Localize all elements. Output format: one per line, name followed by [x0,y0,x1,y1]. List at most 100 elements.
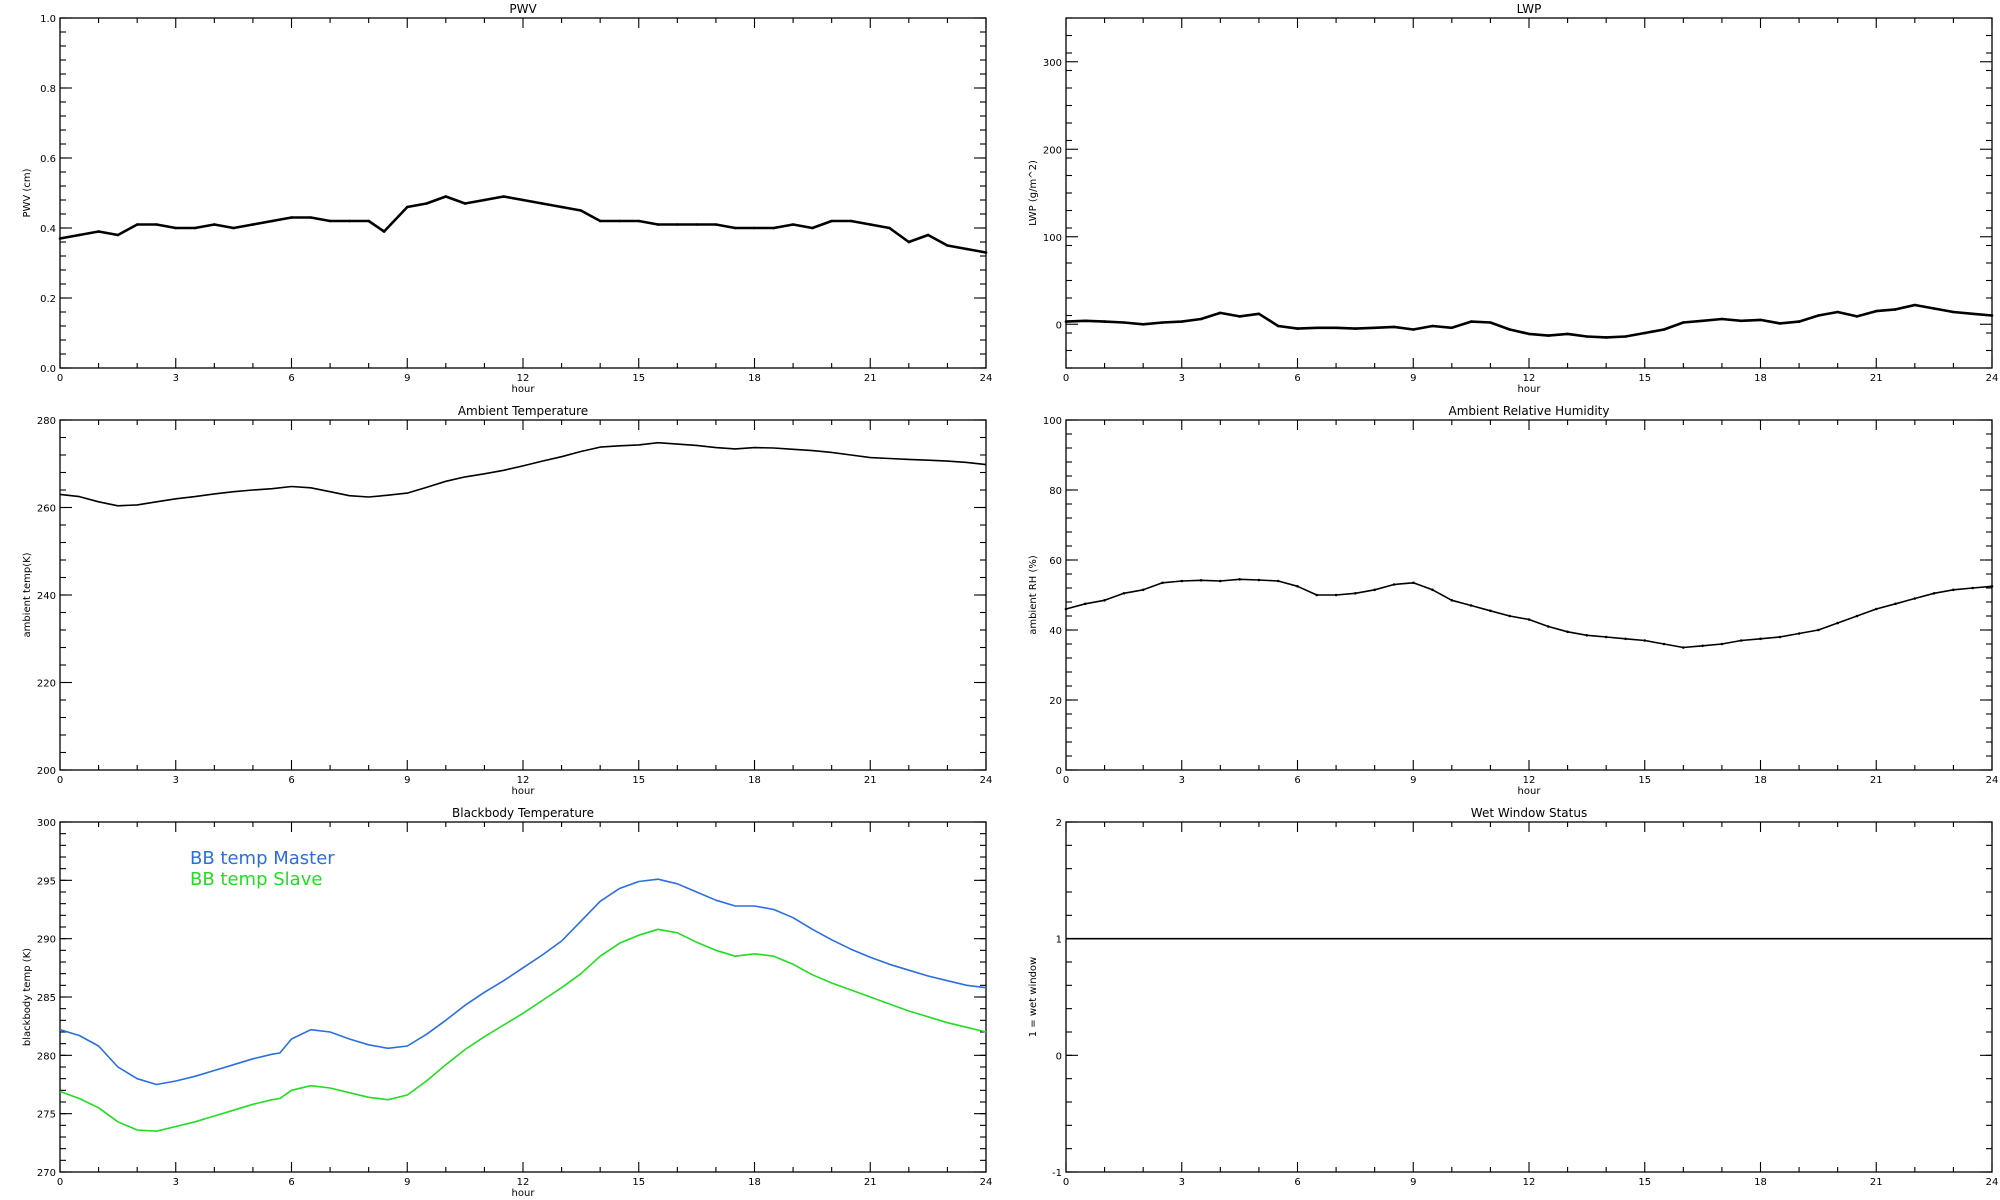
blackbody-temp-series-0 [59,878,987,1086]
ambient-rh-data-point [1971,586,1974,590]
ambient-rh-data-point [1141,588,1145,592]
ambient-rh-data-point [1219,579,1222,583]
ambient-rh-xtick-label: 24 [1986,775,1999,786]
pwv-data-point [483,198,486,202]
blackbody-temp-yaxis-label: blackbody temp (K) [22,948,33,1046]
ambient-rh-plot-frame [1065,419,1993,771]
ambient-rh-ytick-label: 80 [1049,486,1062,497]
ambient-temp-ytick-label: 220 [37,679,56,690]
pwv-data-point [791,223,795,226]
wet-window-xtick-label: 6 [1294,1177,1300,1188]
ambient-rh-data-point [1662,642,1666,646]
blackbody-temp-series-line [59,878,987,1086]
lwp-data-point [1373,326,1376,330]
lwp-data-point [1720,317,1724,321]
ambient-rh-data-point [1412,581,1415,585]
lwp-data-point [1103,320,1106,323]
lwp-data-point [1161,321,1164,324]
ambient-rh-data-point [1566,630,1569,634]
blackbody-temp-xtick-label: 24 [980,1177,993,1188]
ambient-temp-xtick-label: 12 [517,775,530,786]
pwv-data-point [251,223,255,226]
ambient-rh-data-point [1508,614,1511,618]
ambient-rh-xaxis-label: hour [1518,786,1542,797]
pwv-data-point [502,195,506,198]
ambient-temp-xaxis-label: hour [512,786,536,797]
lwp-data-point [1199,317,1203,321]
lwp-xtick-label: 15 [1638,373,1651,384]
lwp-xtick-label: 21 [1870,373,1883,384]
lwp-xtick-label: 18 [1754,373,1767,384]
pwv-data-point [811,226,814,230]
ambient-rh-xtick-label: 3 [1179,775,1185,786]
ambient-temp-xtick-label: 21 [864,775,877,786]
pwv-ytick-label: 1.0 [40,14,56,25]
ambient-rh-data-point [1431,588,1434,592]
lwp-data-point [1566,332,1569,336]
pwv-data-point [425,202,428,205]
pwv-data-point [174,226,178,230]
pwv-chart: PWV 0 3 6 9 12 15 18 21 24 0.0 0.2 0.4 0.6 0.8 1.0 hour P… [22,2,992,395]
lwp-data-point [1334,326,1338,330]
wet-window-ytick-label: -1 [1052,1168,1062,1179]
ambient-rh-ytick-label: 20 [1049,696,1062,707]
pwv-data-point [830,219,833,223]
legend-entry-master: BB temp Master [190,848,335,869]
ambient-rh-data-point [1990,585,1994,588]
lwp-data-point [1817,314,1820,317]
ambient-rh-data-point [1778,635,1782,639]
wet-window-ytick-label: 1 [1056,935,1062,946]
pwv-data-point [946,244,949,247]
wet-window-xtick-label: 24 [1986,1177,1999,1188]
ambient-temp-title: Ambient Temperature [458,404,588,418]
ambient-rh-series-0 [1064,578,1994,649]
wet-window-plot-frame [1065,821,1993,1173]
wet-window-xtick-label: 18 [1754,1177,1767,1188]
pwv-data-point [97,230,100,233]
lwp-data-point [1296,327,1299,330]
pwv-data-point [965,247,968,251]
wet-window-ytick-label: 2 [1056,818,1062,829]
ambient-rh-data-point [1701,644,1704,648]
ambient-temp-ytick-label: 260 [37,504,56,515]
wet-window-xtick-label: 15 [1638,1177,1651,1188]
lwp-ytick-label: 100 [1043,233,1062,244]
ambient-rh-xtick-label: 15 [1638,775,1651,786]
ambient-rh-data-point [1797,632,1801,635]
pwv-data-point [309,216,313,219]
ambient-rh-data-point [1817,628,1820,632]
pwv-title: PWV [509,2,537,16]
pwv-data-point [463,202,467,205]
lwp-xtick-label: 24 [1986,373,1999,384]
ambient-rh-data-point [1489,609,1492,613]
lwp-data-point [1392,325,1396,329]
pwv-xtick-label: 6 [288,373,294,384]
blackbody-temp-ytick-label: 280 [37,1051,56,1062]
pwv-data-point [869,223,872,226]
ambient-rh-xtick-label: 6 [1294,775,1300,786]
blackbody-temp-ytick-label: 270 [37,1168,56,1179]
ambient-rh-ytick-label: 100 [1043,416,1062,427]
blackbody-temp-series-line [59,928,987,1132]
lwp-data-point [1469,320,1473,323]
pwv-data-point [560,205,563,209]
legend-entry-slave: BB temp Slave [190,869,322,890]
ambient-temp-xtick-label: 24 [980,775,993,786]
ambient-rh-data-point [1296,585,1299,588]
ambient-rh-xtick-label: 0 [1063,775,1069,786]
lwp-data-point [1797,320,1801,323]
wet-window-title: Wet Window Status [1471,806,1587,820]
pwv-data-point [270,219,274,223]
lwp-data-point [1624,335,1627,338]
pwv-ytick-label: 0.4 [40,224,56,235]
blackbody-temp-title: Blackbody Temperature [452,806,594,820]
blackbody-temp-xtick-label: 3 [173,1177,179,1188]
pwv-data-point [155,223,158,226]
lwp-data-point [1894,308,1897,311]
blackbody-temp-chart: Blackbody Temperature 0 3 6 9 12 15 18 21 24 270 27… [22,806,992,1199]
pwv-xtick-label: 12 [517,373,530,384]
pwv-xaxis-label: hour [512,384,536,395]
pwv-data-point [695,223,698,226]
ambient-rh-data-point [1682,646,1685,649]
